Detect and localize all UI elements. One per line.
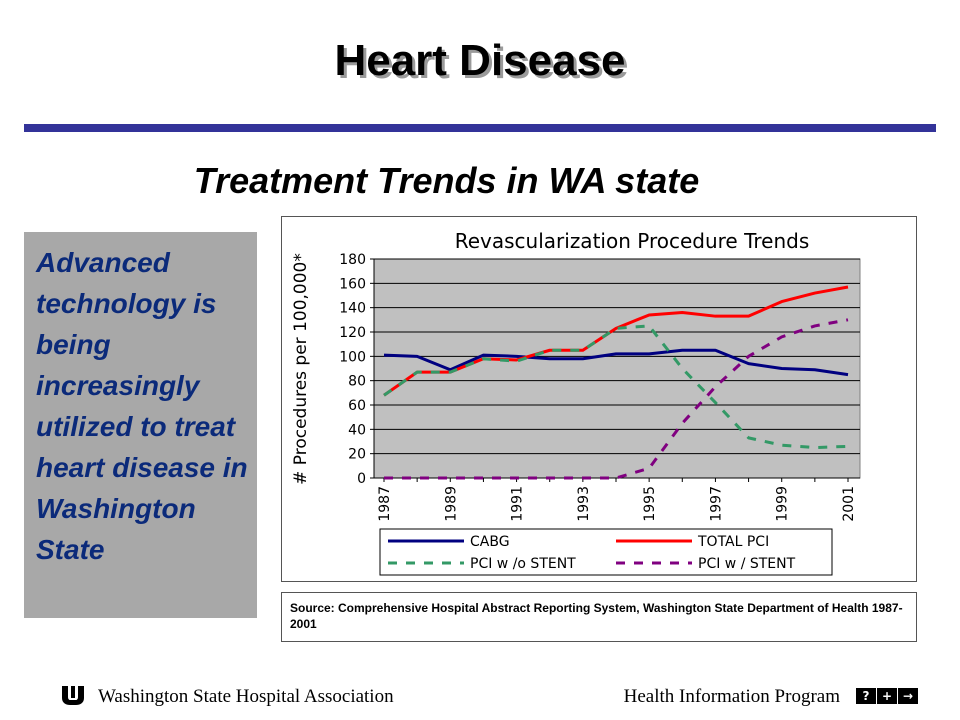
body-text-box: Advanced technology is being increasingl… [24, 232, 257, 618]
title-divider [24, 124, 936, 132]
x-tick-label: 1987 [377, 486, 393, 522]
chart-frame: Revascularization Procedure Trends # Proc… [281, 216, 917, 582]
footer-organization: Washington State Hospital Association [98, 686, 394, 707]
series-line [383, 285, 849, 397]
slide-nav: ? + → [856, 688, 919, 704]
y-tick-label: 40 [348, 422, 366, 438]
x-tick-label: 1991 [510, 486, 526, 522]
x-tick-label: 2001 [841, 486, 857, 522]
y-tick-label: 80 [348, 374, 366, 390]
y-tick-label: 140 [339, 301, 366, 317]
plus-icon[interactable]: + [877, 688, 897, 704]
y-tick-label: 180 [339, 252, 366, 268]
x-tick-label: 1995 [642, 486, 658, 522]
series-line [383, 324, 849, 450]
body-text: Advanced technology is being increasingl… [36, 247, 248, 565]
y-tick-label: 0 [357, 471, 366, 487]
procedure-trends-chart: Revascularization Procedure Trends # Proc… [291, 229, 861, 576]
x-tick-label: 1989 [443, 486, 459, 522]
legend-label: TOTAL PCI [697, 534, 769, 550]
y-tick-label: 100 [339, 349, 366, 365]
x-tick-label: 1993 [576, 486, 592, 522]
x-tick-label: 1997 [708, 486, 724, 522]
wsha-logo-icon [62, 686, 84, 705]
y-tick-label: 120 [339, 325, 366, 341]
help-icon[interactable]: ? [856, 688, 876, 704]
series-line [383, 348, 849, 377]
slide-subtitle: Treatment Trends in WA state [193, 160, 700, 201]
y-tick-label: 160 [339, 276, 366, 292]
legend-label: PCI w /o STENT [470, 556, 576, 572]
legend-label: PCI w / STENT [698, 556, 796, 572]
y-axis-label: # Procedures per 100,000* [291, 253, 311, 485]
series-line [384, 318, 849, 480]
legend [379, 528, 833, 576]
y-tick-label: 60 [348, 398, 366, 414]
slide-title: Heart Disease [334, 36, 626, 85]
footer-program: Health Information Program [623, 686, 840, 707]
source-note: Source: Comprehensive Hospital Abstract … [281, 592, 917, 642]
arrow-right-icon[interactable]: → [898, 688, 918, 704]
y-tick-label: 20 [348, 447, 366, 463]
x-tick-label: 1999 [775, 486, 791, 522]
legend-label: CABG [470, 534, 510, 550]
chart-title: Revascularization Procedure Trends [455, 229, 810, 253]
